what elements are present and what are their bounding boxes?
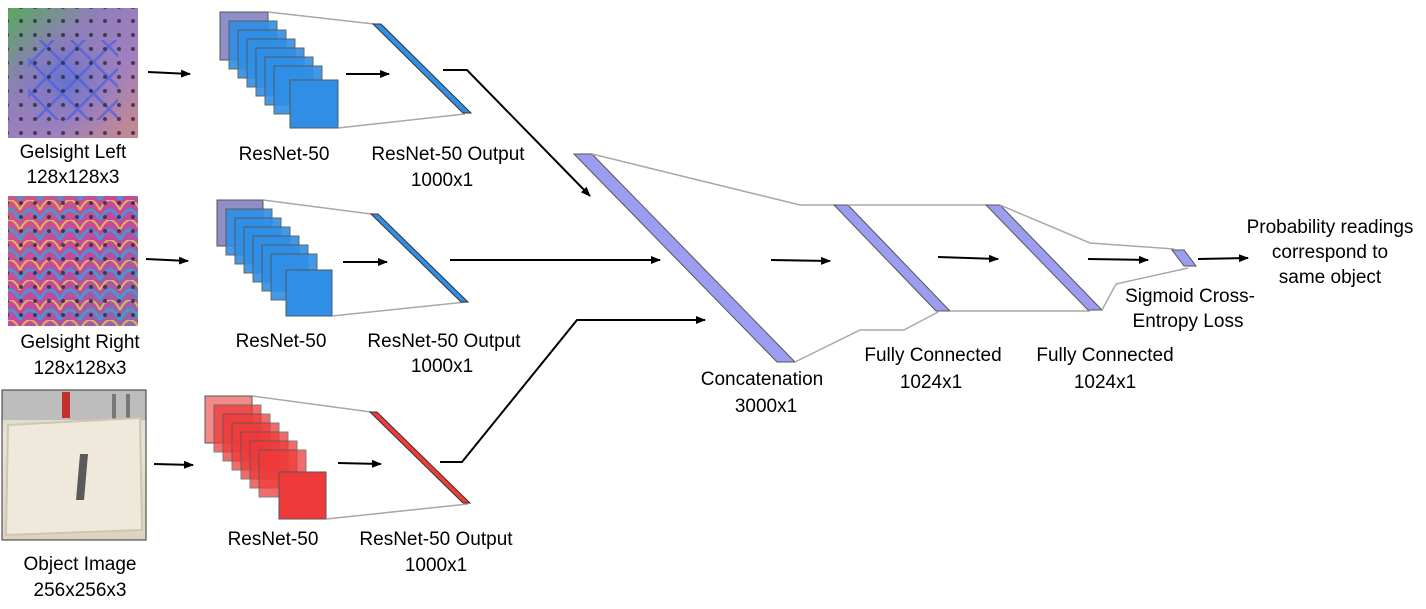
gelsight-right-size: 128x128x3 [34, 358, 127, 379]
funnel-bottom-3 [325, 503, 469, 520]
fully-connected-layer-2 [984, 204, 1104, 311]
arrow-fc2-to-sigmoid [1087, 255, 1149, 264]
resnet-label-3: ResNet-50 [228, 529, 319, 550]
funnel-fc2-sigmoid-top [999, 204, 1175, 250]
funnel-top-3 [251, 395, 372, 413]
arrow-left-to-resnet [147, 69, 191, 78]
resnet-output-label-1: ResNet-50 Output [371, 144, 525, 165]
arrow-object-to-resnet [153, 460, 194, 469]
resnet-stack-1 [219, 11, 339, 129]
object-image [1, 389, 147, 541]
resnet-output-label-3: ResNet-50 Output [359, 529, 513, 550]
resnet-label-2: ResNet-50 [236, 331, 327, 352]
concatenation-size: 3000x1 [735, 396, 797, 417]
fc1-label: Fully Connected [864, 345, 1001, 366]
output-label-line1: Probability readings [1247, 217, 1414, 238]
sigmoid-label-line1: Sigmoid Cross- [1125, 286, 1255, 307]
object-image-label: Object Image [24, 554, 137, 575]
gelsight-left-size: 128x128x3 [27, 167, 120, 188]
fc2-size: 1024x1 [1074, 372, 1136, 393]
resnet-label-1: ResNet-50 [239, 144, 330, 165]
funnel-concat-fc1-top [591, 153, 836, 206]
funnel-fc2-sigmoid-bottom [1101, 267, 1189, 311]
funnel-bottom-1 [337, 113, 466, 129]
resnet-stack-3 [204, 395, 327, 520]
resnet-output-size-2: 1000x1 [411, 356, 473, 377]
funnel-bottom-2 [331, 301, 467, 317]
concatenation-label: Concatenation [701, 369, 824, 390]
object-image-size: 256x256x3 [34, 580, 127, 601]
arrow-sigmoid-to-output [1197, 254, 1249, 263]
resnet-stack-2 [216, 199, 333, 317]
funnel-concat-fc1-bottom [794, 311, 939, 363]
resnet-output-layer-3 [368, 411, 472, 504]
fully-connected-layer-1 [832, 204, 952, 312]
gelsight-right-image [8, 196, 138, 326]
arrow-resnet-to-output-3 [337, 459, 382, 468]
concatenation-layer [572, 153, 797, 363]
arrow-output3-to-concat [440, 316, 706, 463]
sigmoid-label-line2: Entropy Loss [1133, 311, 1244, 332]
resnet-output-layer-1 [371, 23, 473, 114]
arrow-concat-to-fc1 [770, 256, 831, 265]
output-label-line2: correspond to [1272, 242, 1388, 263]
gelsight-left-image [8, 8, 138, 140]
gelsight-left-label: Gelsight Left [20, 142, 127, 163]
funnel-top-1 [267, 11, 375, 25]
resnet-output-size-1: 1000x1 [411, 170, 473, 191]
fc2-label: Fully Connected [1036, 345, 1173, 366]
resnet-output-layer-2 [369, 213, 470, 303]
funnel-top-2 [262, 199, 372, 215]
fc1-size: 1024x1 [900, 372, 962, 393]
gelsight-right-label: Gelsight Right [20, 332, 140, 353]
resnet-output-label-2: ResNet-50 Output [367, 331, 521, 352]
arrow-right-to-resnet [145, 256, 189, 265]
arrow-output1-to-concat [443, 69, 591, 197]
output-label-line3: same object [1279, 267, 1382, 288]
resnet-output-size-3: 1000x1 [405, 555, 467, 576]
arrow-fc1-to-fc2 [937, 254, 999, 263]
sigmoid-layer [1171, 249, 1197, 267]
